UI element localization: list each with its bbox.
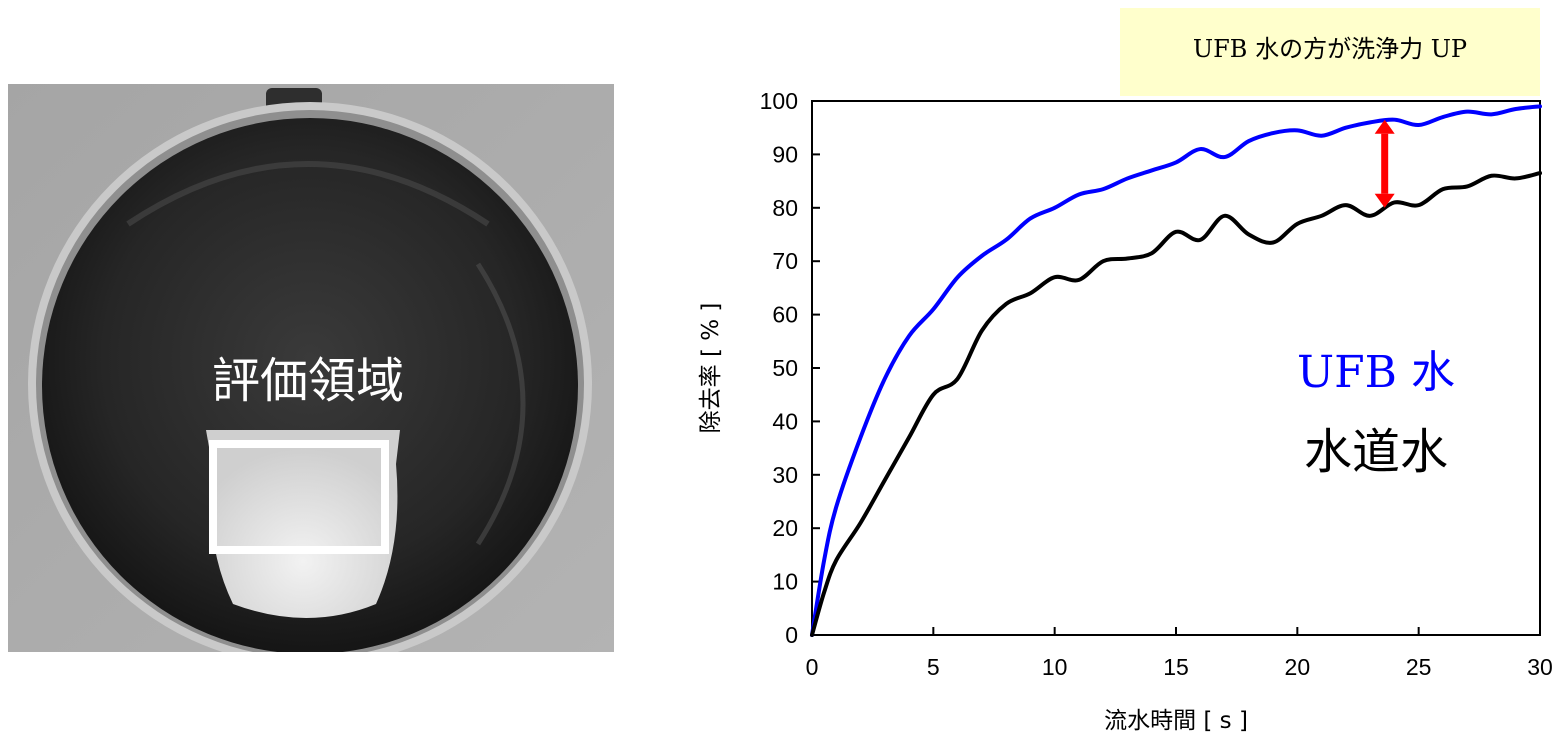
annotation-text: UFB 水の方が洗浄力 UP xyxy=(1193,35,1467,63)
legend-ufb-water: UFB 水 xyxy=(1297,347,1455,398)
y-tick-label: 0 xyxy=(785,622,798,648)
y-tick-label: 30 xyxy=(772,462,798,488)
removal-rate-chart: UFB 水の方が洗浄力 UP 0 10 20 30 40 50 60 70 80 90 100 0 5… xyxy=(698,8,1553,734)
y-tick-label: 50 xyxy=(772,355,798,381)
x-tick-label: 5 xyxy=(927,654,940,680)
x-tick-label: 25 xyxy=(1406,654,1432,680)
y-tick-label: 90 xyxy=(772,141,798,167)
y-axis-title: 除去率 [ % ] xyxy=(698,303,724,434)
pan-surface xyxy=(42,118,578,652)
legend-tap-water: 水道水 xyxy=(1304,424,1448,480)
x-tick-label: 20 xyxy=(1285,654,1311,680)
y-tick-label: 70 xyxy=(772,248,798,274)
x-tick-label: 15 xyxy=(1163,654,1189,680)
y-tick-label: 10 xyxy=(772,569,798,595)
y-tick-label: 20 xyxy=(772,515,798,541)
annotation-box xyxy=(1120,8,1540,96)
y-tick-label: 60 xyxy=(772,302,798,328)
frying-pan-photo: 評価領域 xyxy=(8,84,614,652)
y-tick-label: 40 xyxy=(772,408,798,434)
y-tick-label: 100 xyxy=(760,88,798,114)
x-tick-label: 0 xyxy=(806,654,819,680)
series-line-tap-water xyxy=(810,171,1542,637)
series-line-ufb-water xyxy=(810,104,1542,637)
x-tick-label: 10 xyxy=(1042,654,1068,680)
evaluation-region-label: 評価領域 xyxy=(212,353,404,409)
cleaned-area xyxy=(206,430,400,618)
y-tick-label: 80 xyxy=(772,195,798,221)
difference-arrow-head-up xyxy=(1374,119,1395,134)
x-axis-title: 流水時間 [ s ] xyxy=(1104,708,1248,734)
evaluation-region-box xyxy=(209,440,389,554)
x-tick-label: 30 xyxy=(1527,654,1553,680)
difference-arrow-head-down xyxy=(1374,193,1395,208)
